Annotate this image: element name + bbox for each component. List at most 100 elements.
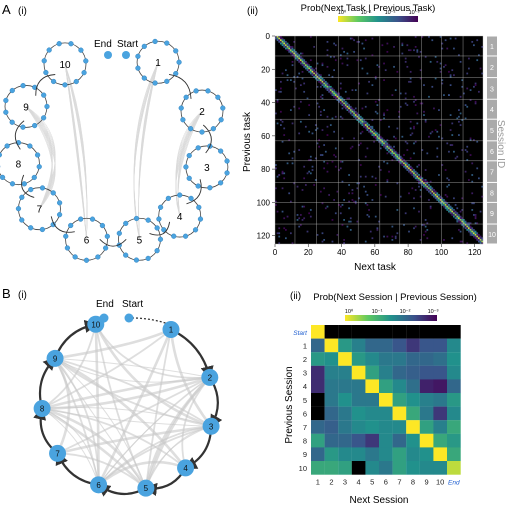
heatmap-cell xyxy=(304,67,307,70)
heatmap-cell xyxy=(453,197,455,200)
col-tick-label: 10 xyxy=(436,478,444,487)
heatmap-cell xyxy=(318,145,321,148)
heatmap-cell xyxy=(329,55,332,58)
session-id-block xyxy=(487,119,497,141)
heatmap-cell xyxy=(424,225,427,228)
heatmap-cell xyxy=(323,82,326,85)
heatmap-cell xyxy=(338,406,352,421)
sequential-session-edge xyxy=(170,328,214,380)
heatmap-cell xyxy=(476,167,479,170)
heatmap-cell xyxy=(323,79,326,82)
heatmap-cell xyxy=(406,379,420,394)
heatmap-cell xyxy=(474,82,477,85)
heatmap-cell xyxy=(283,44,286,47)
heatmap-cell xyxy=(341,180,344,183)
heatmap-cell xyxy=(414,104,417,106)
heatmap-cell xyxy=(436,155,439,158)
heatmap-cell xyxy=(281,37,284,40)
heatmap-cell xyxy=(323,80,326,83)
heatmap-cell xyxy=(456,117,459,120)
heatmap-cell xyxy=(364,124,367,126)
heatmap-cell xyxy=(313,74,316,77)
heatmap-cell xyxy=(478,90,480,93)
heatmap-cell xyxy=(383,235,385,238)
heatmap-cell xyxy=(381,44,384,47)
heatmap-cell xyxy=(466,225,469,228)
heatmap-cell xyxy=(429,180,432,183)
heatmap-cell xyxy=(369,129,372,131)
heatmap-cell xyxy=(469,137,472,140)
heatmap-cell xyxy=(278,39,281,42)
heatmap-cell xyxy=(279,37,282,40)
heatmap-cell xyxy=(286,47,289,50)
session-node-label: 6 xyxy=(96,481,101,490)
heatmap-cell xyxy=(389,145,392,148)
panel-b-right-sublabel: (ii) xyxy=(290,291,301,302)
heatmap-cell xyxy=(279,42,282,45)
heatmap-cell xyxy=(468,229,470,231)
heatmap-cell xyxy=(428,185,430,188)
heatmap-cell xyxy=(423,179,425,181)
y-tick-label: 60 xyxy=(261,132,270,141)
heatmap-cell xyxy=(323,239,326,241)
heatmap-cell xyxy=(424,180,427,183)
heatmap-cell xyxy=(276,122,279,125)
heatmap-cell xyxy=(333,95,336,98)
heatmap-cell xyxy=(348,174,350,176)
heatmap-cell xyxy=(359,115,362,118)
heatmap-cell xyxy=(426,182,429,185)
session-transition-edge xyxy=(149,221,171,236)
heatmap-cell xyxy=(368,129,370,131)
heatmap-cell xyxy=(361,42,364,45)
heatmap-cell xyxy=(459,222,462,225)
heatmap-cell xyxy=(286,42,289,45)
heatmap-cell xyxy=(394,137,397,140)
heatmap-cell xyxy=(343,105,345,108)
heatmap-cell xyxy=(456,155,459,158)
heatmap-cell xyxy=(413,125,415,128)
heatmap-cell xyxy=(447,420,461,434)
task-node xyxy=(193,88,199,94)
heatmap-cell xyxy=(447,365,461,380)
heatmap-cell xyxy=(371,125,374,128)
heatmap-cell xyxy=(471,180,474,183)
heatmap-cell xyxy=(431,189,434,191)
heatmap-cell xyxy=(434,190,437,193)
heatmap-cell xyxy=(478,234,480,236)
heatmap-cell xyxy=(429,185,432,188)
heatmap-cell xyxy=(401,157,404,160)
heatmap-cell xyxy=(308,65,311,68)
heatmap-cell xyxy=(421,184,424,186)
heatmap-cell xyxy=(346,109,349,111)
task-node xyxy=(196,204,202,210)
heatmap-cell xyxy=(283,45,286,48)
session-chord xyxy=(57,424,212,455)
heatmap-cell xyxy=(441,197,444,200)
heatmap-cell xyxy=(399,160,402,163)
heatmap-cell xyxy=(284,45,287,48)
heatmap-cell xyxy=(473,202,475,205)
heatmap-cell xyxy=(403,164,405,166)
heatmap-cell xyxy=(324,325,339,339)
heatmap-cell xyxy=(463,222,465,225)
heatmap-cell xyxy=(346,225,349,228)
session-chord xyxy=(54,357,210,383)
heatmap-cell xyxy=(469,227,472,230)
heatmap-cell xyxy=(441,47,444,50)
heatmap-cell xyxy=(466,72,469,75)
heatmap-cell xyxy=(393,154,395,156)
heatmap-cell xyxy=(275,164,277,166)
heatmap-cell xyxy=(444,169,447,171)
session-node xyxy=(33,400,51,418)
heatmap-cell xyxy=(353,200,355,203)
session-chord xyxy=(54,357,187,469)
heatmap-cell xyxy=(316,127,319,130)
heatmap-cell xyxy=(354,200,357,203)
heatmap-cell xyxy=(471,192,474,195)
heatmap-cell xyxy=(358,40,360,43)
heatmap-cell xyxy=(378,139,380,141)
heatmap-cell xyxy=(471,174,474,176)
heatmap-cell xyxy=(343,199,345,201)
heatmap-cell xyxy=(314,67,317,70)
heatmap-cell xyxy=(341,117,344,120)
